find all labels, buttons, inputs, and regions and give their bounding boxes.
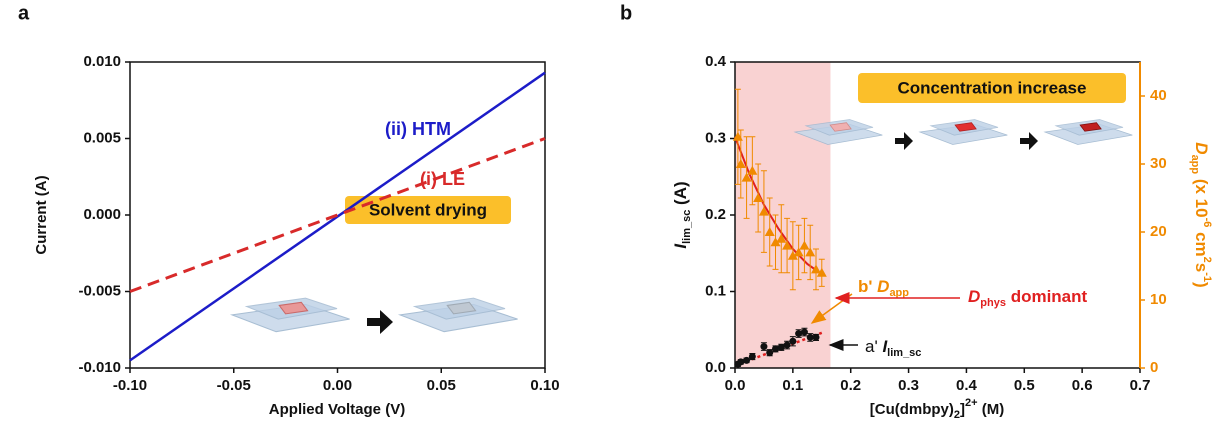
y-tick-label: -0.005 [78, 282, 121, 299]
data-point [805, 247, 816, 257]
x-tick-label: 0.05 [427, 377, 456, 394]
x-tick-label: 0.6 [1072, 377, 1093, 394]
y2-tick-label: 0 [1150, 359, 1158, 376]
series-label: (i) LE [420, 169, 465, 189]
annotation: a' Ilim_sc [865, 337, 921, 358]
y-tick-label: 0.4 [705, 53, 727, 70]
data-point [758, 206, 769, 216]
highlight-box [345, 196, 511, 224]
data-point [772, 345, 779, 353]
data-point [816, 267, 827, 277]
panel-label: a [18, 2, 30, 24]
x-tick-label: 0.10 [530, 377, 559, 394]
data-point [737, 358, 745, 366]
data-point [735, 159, 746, 168]
series-label: (ii) HTM [385, 119, 451, 139]
y2-tick-label: 30 [1150, 155, 1167, 172]
y2-axis-label: Dapp (x 10-6 cm2s-1) [1189, 142, 1213, 287]
data-point [741, 172, 752, 182]
illustration [231, 297, 519, 334]
data-point [795, 330, 803, 338]
y2-tick-label: 40 [1150, 87, 1167, 104]
data-point [777, 343, 785, 351]
data-point [793, 247, 804, 257]
y2-tick-label: 20 [1150, 223, 1167, 240]
data-point [770, 237, 781, 247]
y-tick-label: 0.3 [705, 129, 726, 146]
annotation: b' Dapp [858, 277, 909, 298]
x-tick-label: 0.5 [1014, 377, 1035, 394]
annotation: Solvent drying [369, 200, 487, 219]
y-tick-label: 0.2 [705, 206, 726, 223]
data-point [747, 165, 758, 175]
data-point [787, 250, 798, 260]
x-tick-label: 0.7 [1130, 377, 1151, 394]
x-tick-label: 0.1 [782, 377, 803, 394]
data-point [800, 328, 808, 336]
x-tick-label: 0.4 [956, 377, 978, 394]
panel-label: b [620, 2, 632, 24]
annotation: Concentration increase [898, 78, 1087, 97]
x-tick-label: 0.3 [898, 377, 919, 394]
x-tick-label: 0.0 [725, 377, 746, 394]
y-tick-label: -0.010 [78, 359, 121, 376]
data-point [789, 337, 797, 345]
x-tick-label: 0.2 [840, 377, 861, 394]
data-point [806, 333, 814, 341]
data-point [776, 233, 787, 243]
shaded-region [735, 62, 831, 368]
data-point [799, 240, 810, 250]
data-point [783, 341, 791, 349]
data-line [129, 137, 546, 293]
highlight-box [858, 73, 1126, 103]
x-axis-label: [Cu(dmbpy)2]2+ (M) [870, 397, 1004, 421]
x-tick-label: -0.05 [217, 377, 251, 394]
y2-tick-label: 10 [1150, 291, 1167, 308]
data-point [753, 193, 764, 202]
data-point [748, 353, 756, 361]
y-tick-label: 0.005 [83, 129, 121, 146]
data-point [760, 343, 768, 351]
data-point [766, 349, 774, 357]
y-tick-label: 0.000 [83, 206, 121, 223]
x-tick-label: 0.00 [323, 377, 352, 394]
y-tick-label: 0.1 [705, 282, 726, 299]
illustration [794, 119, 1133, 150]
x-tick-label: -0.10 [113, 377, 147, 394]
data-point [811, 264, 821, 274]
data-point [764, 227, 775, 236]
y-tick-label: 0.0 [705, 359, 726, 376]
annotation-layer: Concentration increase b' Dapp Dphys dom… [794, 73, 1133, 359]
data-point [743, 356, 751, 364]
y-axis-label: Ilim_sc (A) [671, 181, 692, 248]
y-tick-label: 0.010 [83, 53, 121, 70]
data-point [812, 333, 820, 341]
y-axis-label: Current (A) [33, 175, 50, 254]
annotation: Dphys dominant [968, 287, 1088, 308]
data-point [782, 240, 793, 250]
x-axis-label: Applied Voltage (V) [269, 401, 405, 418]
